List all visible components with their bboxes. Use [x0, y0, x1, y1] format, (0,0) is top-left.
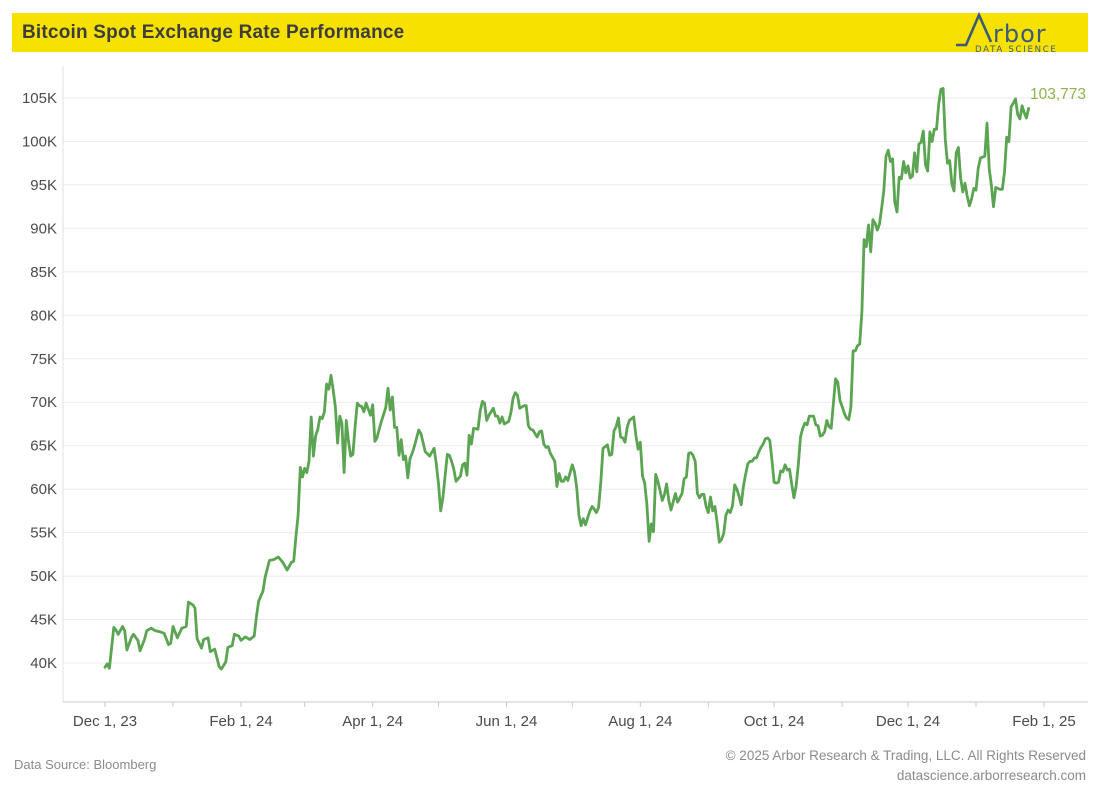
- y-axis-label: 65K: [30, 438, 57, 455]
- logo-brand-text: rbor: [993, 20, 1047, 48]
- data-source: Data Source: Bloomberg: [14, 757, 157, 772]
- x-axis-label: Aug 1, 24: [608, 713, 672, 730]
- y-axis-label: 70K: [30, 394, 57, 411]
- website-link[interactable]: datascience.arborresearch.com: [896, 768, 1086, 783]
- y-axis-label: 85K: [30, 264, 57, 281]
- last-value-annotation: 103,773: [1030, 86, 1086, 103]
- logo-subtitle-text: DATA SCIENCE: [975, 45, 1058, 54]
- x-axis-label: Feb 1, 25: [1012, 713, 1075, 730]
- arbor-logo: rbor DATA SCIENCE: [954, 11, 1082, 54]
- x-axis-label: Oct 1, 24: [744, 713, 805, 730]
- x-axis-label: Jun 1, 24: [476, 713, 538, 730]
- y-axis-label: 90K: [30, 220, 57, 237]
- price-line: [103, 87, 1030, 671]
- title-bar: Bitcoin Spot Exchange Rate Performance r…: [12, 11, 1088, 54]
- arbor-logo-graphic: rbor DATA SCIENCE: [956, 11, 1058, 54]
- y-axis-label: 95K: [30, 177, 57, 194]
- copyright-text: © 2025 Arbor Research & Trading, LLC. Al…: [725, 748, 1086, 763]
- y-axis-label: 55K: [30, 525, 57, 542]
- x-axis-label: Dec 1, 23: [73, 713, 137, 730]
- x-axis-label: Feb 1, 24: [209, 713, 272, 730]
- y-axis-label: 40K: [30, 655, 57, 672]
- y-axis-label: 45K: [30, 612, 57, 629]
- y-axis-label: 80K: [30, 307, 57, 324]
- footer-right: © 2025 Arbor Research & Trading, LLC. Al…: [726, 746, 1086, 786]
- x-axis-label: Dec 1, 24: [876, 713, 940, 730]
- x-axis-label: Apr 1, 24: [342, 713, 403, 730]
- logo-peak-icon: [956, 11, 993, 46]
- y-axis-label: 100K: [22, 133, 57, 150]
- y-axis-label: 105K: [22, 90, 57, 107]
- y-axis-label: 50K: [30, 568, 57, 585]
- chart-title: Bitcoin Spot Exchange Rate Performance: [22, 21, 405, 43]
- line-chart: 40K 45K 50K 55K 60K 65K 70K 75K 80K 85K 90K 95K 100K…: [22, 66, 1088, 730]
- y-axis-label: 75K: [30, 351, 57, 368]
- y-axis-label: 60K: [30, 481, 57, 498]
